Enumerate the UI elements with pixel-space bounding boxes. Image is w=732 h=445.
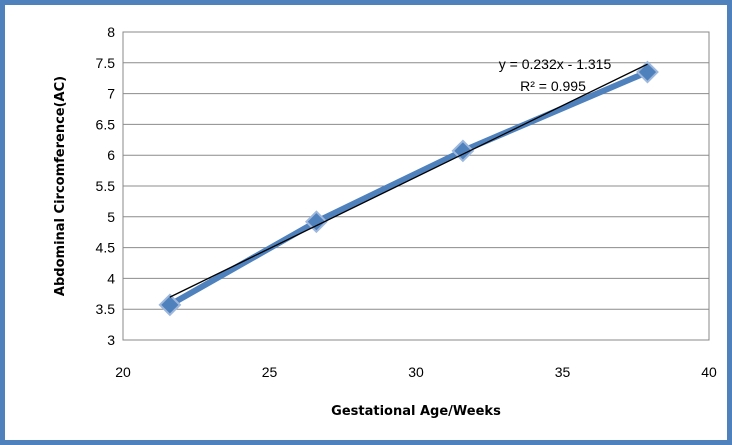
y-tick-label: 8 bbox=[107, 24, 115, 40]
x-tick-label: 20 bbox=[115, 364, 131, 380]
x-tick-label: 40 bbox=[701, 364, 717, 380]
trendline-line bbox=[169, 63, 648, 298]
x-tick-label: 35 bbox=[555, 364, 571, 380]
x-tick-label: 25 bbox=[262, 364, 278, 380]
x-tick-label: 30 bbox=[408, 364, 424, 380]
x-tick-labels: 20 25 30 35 40 bbox=[115, 364, 717, 380]
y-tick-label: 5.5 bbox=[96, 178, 116, 194]
plot-area bbox=[122, 31, 710, 341]
y-tick-label: 7 bbox=[107, 86, 115, 102]
y-tick-label: 3 bbox=[107, 332, 115, 348]
grid-lines bbox=[123, 31, 709, 341]
y-tick-label: 5 bbox=[107, 209, 115, 225]
trendline-equation: y = 0.232x - 1.315 bbox=[499, 56, 612, 72]
y-tick-label: 6.5 bbox=[96, 116, 116, 132]
y-tick-labels: 3 3.5 4 4.5 5 5.5 6 6.5 7 7.5 8 bbox=[96, 24, 116, 348]
y-tick-label: 7.5 bbox=[96, 55, 116, 71]
y-axis-label: Abdominal Circomference(AC) bbox=[53, 76, 68, 296]
trendline-r-squared: R² = 0.995 bbox=[520, 78, 586, 94]
y-tick-label: 3.5 bbox=[96, 301, 116, 317]
y-tick-label: 6 bbox=[107, 147, 115, 163]
series-line bbox=[166, 69, 651, 308]
data-series bbox=[158, 60, 659, 317]
y-tick-label: 4 bbox=[107, 270, 115, 286]
data-point bbox=[304, 210, 328, 234]
x-axis-label: Gestational Age/Weeks bbox=[331, 404, 501, 419]
trendline bbox=[169, 63, 648, 298]
data-point bbox=[636, 60, 659, 84]
data-point bbox=[451, 139, 475, 163]
data-point bbox=[158, 293, 182, 317]
y-tick-label: 4.5 bbox=[96, 240, 116, 256]
